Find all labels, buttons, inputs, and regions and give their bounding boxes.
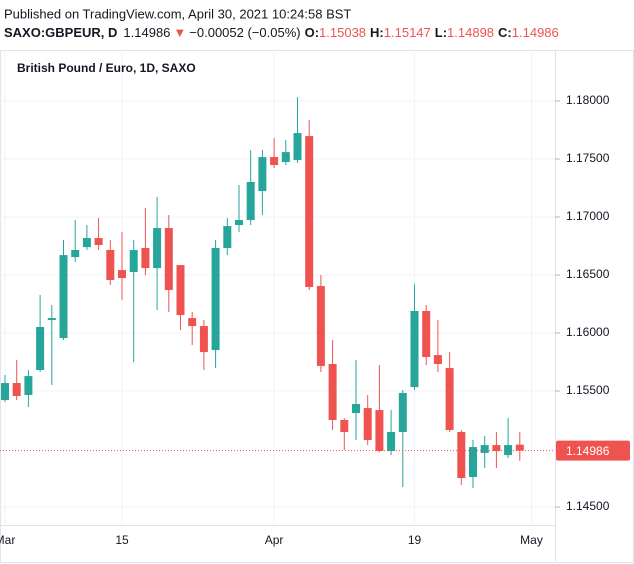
y-tick-label: 1.18000: [566, 93, 610, 107]
candle-body: [188, 318, 197, 327]
candle-body: [445, 368, 454, 430]
candle-body: [71, 249, 80, 258]
candle-body: [363, 408, 372, 440]
candle-body: [328, 363, 337, 421]
l-value: 1.14898: [447, 25, 494, 40]
candle-body: [457, 431, 466, 479]
o-label: O:: [305, 25, 319, 40]
h-label: H:: [370, 25, 384, 40]
candle-body: [59, 255, 68, 339]
candle-body: [492, 445, 501, 451]
candle-body: [433, 355, 442, 364]
plot-area: [1, 97, 524, 488]
x-tick-label: Mar: [0, 533, 15, 547]
last-price: 1.14986: [123, 25, 170, 40]
published-note: Published on TradingView.com, April 30, …: [4, 6, 351, 21]
y-tick-label: 1.15500: [566, 383, 610, 397]
candle-body: [515, 444, 524, 451]
change: −0.00052 (−0.05%): [189, 25, 300, 40]
symbol-line: SAXO:GBPEUR, D 1.14986 ▼ −0.00052 (−0.05%) O…: [4, 25, 559, 40]
y-tick-label: 1.14500: [566, 499, 610, 513]
candle-body: [235, 220, 243, 226]
candle-body: [106, 249, 115, 281]
candle-body: [47, 318, 56, 321]
candle-body: [176, 265, 185, 316]
c-value: 1.14986: [512, 25, 559, 40]
candle-body: [480, 445, 489, 453]
x-tick-label: 15: [115, 533, 129, 547]
change-arrow: ▼: [173, 25, 186, 40]
y-tick-label: 1.16500: [566, 267, 610, 281]
candle-body: [94, 238, 103, 245]
candle-body: [281, 152, 290, 163]
h-value: 1.15147: [384, 25, 431, 40]
candle-body: [340, 420, 349, 432]
candle-body: [211, 248, 220, 351]
candle-body: [504, 445, 513, 456]
candle-body: [199, 326, 208, 353]
candle-body: [422, 310, 431, 358]
y-tick-label: 1.17000: [566, 209, 610, 223]
candle-body: [246, 182, 255, 221]
candle-body: [398, 392, 407, 432]
last-price-label: 1.14986: [566, 444, 610, 458]
candle-body: [387, 431, 396, 451]
l-label: L:: [435, 25, 447, 40]
candle-body: [129, 249, 138, 273]
y-tick-label: 1.16000: [566, 325, 610, 339]
candle-body: [270, 157, 279, 166]
chart-title: British Pound / Euro, 1D, SAXO: [17, 61, 196, 75]
candle-body: [352, 404, 360, 414]
candle-body: [24, 376, 33, 395]
symbol: SAXO:GBPEUR, D: [4, 25, 117, 40]
x-tick-label: Apr: [265, 533, 284, 547]
x-tick-label: May: [520, 533, 543, 547]
candle-body: [12, 383, 21, 397]
candle-body: [164, 228, 173, 290]
o-value: 1.15038: [319, 25, 366, 40]
candle-body: [293, 133, 302, 161]
candle-body: [36, 326, 45, 371]
x-tick-label: 19: [408, 533, 422, 547]
candle-body: [223, 226, 232, 249]
candle-body: [153, 228, 162, 269]
candle-body: [118, 270, 126, 279]
candle-body: [1, 383, 9, 401]
candle-body: [410, 310, 419, 388]
y-tick-label: 1.17500: [566, 151, 610, 165]
candle-body: [305, 136, 314, 287]
candle-body: [375, 410, 384, 451]
candle-body: [258, 157, 267, 192]
last-price-box: [556, 440, 630, 461]
candle-body: [82, 238, 91, 248]
candle-body: [469, 447, 477, 477]
candle-body: [141, 248, 150, 269]
c-label: C:: [498, 25, 512, 40]
candle-body: [316, 286, 325, 366]
